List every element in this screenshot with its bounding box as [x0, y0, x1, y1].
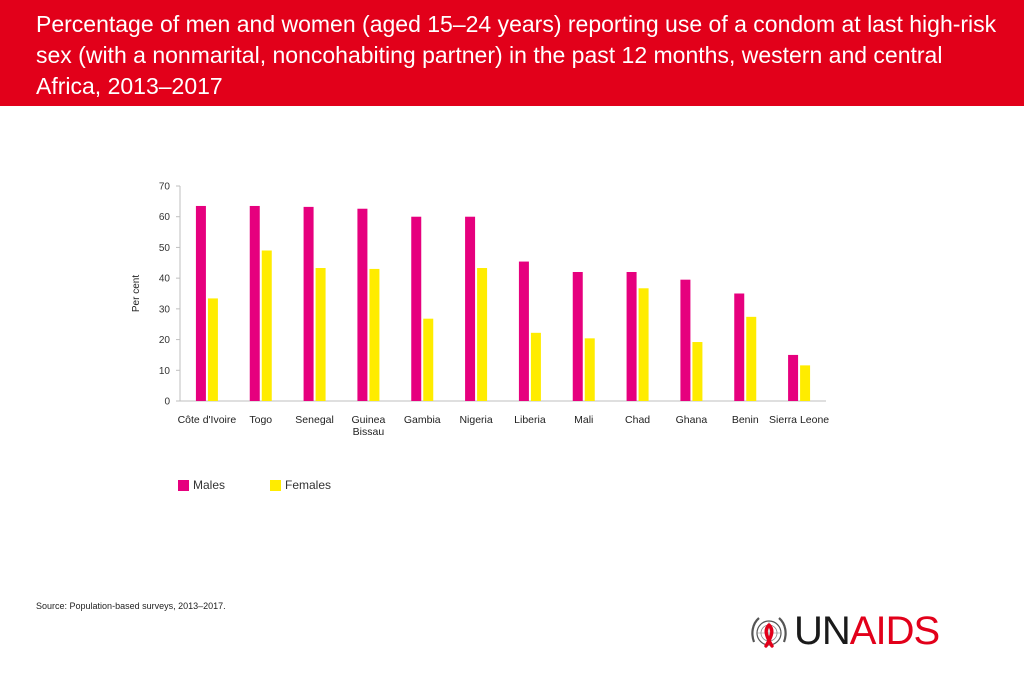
x-category-label: Mali — [574, 414, 593, 426]
bar-females-2 — [315, 268, 326, 401]
y-tick-label: 60 — [159, 212, 171, 223]
x-category-label: Senegal — [295, 414, 334, 426]
bar-females-3 — [369, 268, 380, 401]
x-category-label: Benin — [732, 414, 759, 426]
logo-wordmark: UNAIDS — [794, 607, 940, 655]
x-category-label: Gambia — [404, 414, 441, 426]
legend-label-males: Males — [193, 478, 226, 492]
header-banner: Percentage of men and women (aged 15–24 … — [0, 0, 1024, 106]
y-tick-label: 0 — [164, 397, 170, 408]
bar-males-2 — [303, 206, 314, 401]
bar-males-6 — [518, 261, 529, 401]
y-tick-label: 10 — [159, 366, 171, 377]
bar-females-8 — [638, 288, 649, 401]
bar-females-9 — [692, 342, 703, 401]
x-category-label: Ghana — [676, 414, 708, 426]
bar-males-9 — [680, 279, 691, 401]
bar-females-11 — [800, 365, 811, 401]
bar-males-4 — [411, 216, 422, 401]
bar-males-10 — [734, 293, 745, 401]
bar-males-3 — [357, 208, 368, 401]
bar-females-0 — [207, 298, 218, 401]
bar-males-7 — [572, 272, 583, 401]
bar-females-5 — [477, 268, 488, 401]
bar-females-1 — [261, 250, 272, 401]
source-text: Population-based surveys, 2013–2017. — [67, 601, 226, 611]
x-category-label: Togo — [249, 414, 272, 426]
legend-swatch-females — [270, 479, 281, 491]
logo-text-aids: AIDS — [849, 609, 940, 653]
x-category-label: Guinea — [351, 414, 385, 426]
source-label: Source: — [36, 601, 68, 611]
bar-males-1 — [249, 205, 260, 401]
logo-text-un: UN — [794, 609, 851, 653]
bar-females-4 — [423, 318, 434, 401]
bar-males-0 — [195, 205, 206, 401]
y-tick-label: 40 — [159, 274, 171, 285]
legend-label-females: Females — [285, 478, 332, 492]
y-tick-label: 70 — [159, 182, 171, 193]
unaids-logo: UNAIDS — [748, 607, 948, 656]
x-category-label: Liberia — [514, 414, 546, 426]
x-category-label: Chad — [625, 414, 650, 426]
bar-females-7 — [584, 338, 595, 401]
bar-males-8 — [626, 272, 637, 401]
bar-males-5 — [465, 216, 476, 401]
bar-males-11 — [788, 354, 799, 401]
x-category-label: Sierra Leone — [769, 414, 829, 426]
bar-females-6 — [530, 332, 541, 401]
un-emblem-icon — [751, 617, 787, 648]
legend-swatch-males — [178, 479, 189, 491]
y-tick-label: 20 — [159, 335, 171, 346]
x-category-label: Bissau — [353, 426, 385, 438]
page-title: Percentage of men and women (aged 15–24 … — [36, 11, 997, 99]
legend-item-males: Males — [178, 478, 225, 492]
legend-item-females: Females — [270, 478, 331, 492]
x-category-label: Nigeria — [459, 414, 492, 426]
bar-females-10 — [746, 316, 757, 401]
x-category-label: Côte d'Ivoire — [178, 414, 237, 426]
y-tick-label: 50 — [159, 243, 171, 254]
y-tick-label: 30 — [159, 304, 171, 315]
source-note: Source: Population-based surveys, 2013–2… — [36, 601, 226, 611]
y-axis-title: Per cent — [131, 275, 142, 312]
